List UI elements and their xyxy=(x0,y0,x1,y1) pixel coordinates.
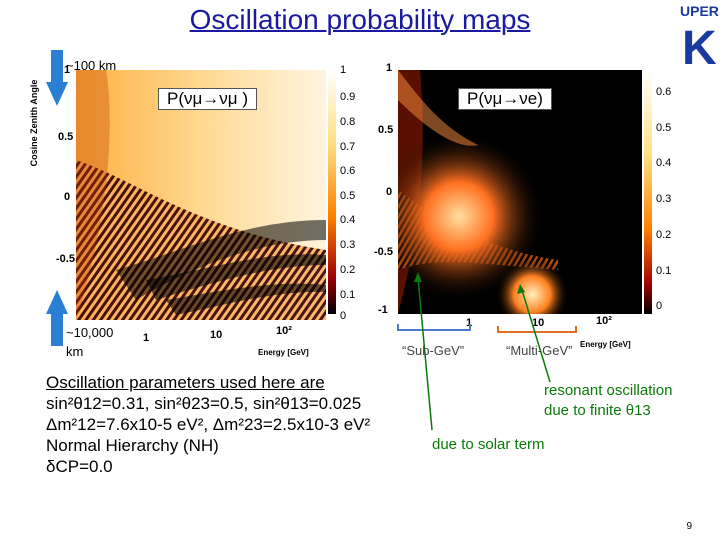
right-x-tick: 10² xyxy=(596,315,612,327)
left-cb-tick: 1 xyxy=(340,64,347,76)
parameters-line-3: Normal Hierarchy (NH) xyxy=(46,436,219,455)
sub-gev-label: “Sub-GeV” xyxy=(402,343,465,358)
parameters-block: Oscillation parameters used here are sin… xyxy=(46,372,370,477)
parameters-line-1: sin²θ12=0.31, sin²θ23=0.5, sin²θ13=0.025 xyxy=(46,394,362,413)
distance-bottom-label-2: km xyxy=(66,344,84,359)
left-y-tick: 0.5 xyxy=(58,131,74,143)
right-map-label: P(νμ→νe) xyxy=(458,88,552,110)
right-x-tick: 10 xyxy=(532,317,545,329)
right-cb-tick: 0 xyxy=(656,300,663,312)
left-x-tick: 1 xyxy=(143,332,150,344)
distance-top-label: ~100 km xyxy=(66,58,117,73)
left-cb-tick: 0.6 xyxy=(340,165,356,177)
left-cb-tick: 0 xyxy=(340,310,347,322)
right-y-tick: -0.5 xyxy=(374,246,393,258)
right-y-tick: 1 xyxy=(386,62,393,74)
multi-gev-label: “Multi-GeV” xyxy=(506,343,573,358)
down-arrow-icon xyxy=(46,50,68,106)
left-colorbar xyxy=(328,70,336,314)
up-arrow-icon xyxy=(46,290,68,346)
left-x-tick: 10 xyxy=(210,329,223,341)
resonant-note-2: due to finite θ13 xyxy=(544,402,651,419)
left-y-tick: 0 xyxy=(64,191,71,203)
right-cb-tick: 0.4 xyxy=(656,157,672,169)
left-cb-tick: 0.5 xyxy=(340,190,356,202)
left-cb-tick: 0.1 xyxy=(340,289,356,301)
solar-note: due to solar term xyxy=(432,436,545,453)
left-cb-tick: 0.9 xyxy=(340,91,356,103)
svg-text:UPER: UPER xyxy=(680,3,719,19)
right-cb-tick: 0.5 xyxy=(656,122,672,134)
left-map-label: P(νμ→νμ ) xyxy=(158,88,257,110)
parameters-line-2: Δm²12=7.6x10-5 eV², Δm²23=2.5x10-3 eV² xyxy=(46,415,371,434)
right-cb-tick: 0.6 xyxy=(656,86,672,98)
right-y-tick: -1 xyxy=(378,304,388,316)
parameters-line-4: δCP=0.0 xyxy=(46,457,113,476)
page-number: 9 xyxy=(686,521,692,532)
right-cb-tick: 0.1 xyxy=(656,265,672,277)
left-x-tick: 10² xyxy=(276,325,292,337)
right-probability-map xyxy=(398,70,642,314)
left-x-axis-label: Energy [GeV] xyxy=(258,348,309,357)
svg-text:K: K xyxy=(682,22,717,70)
right-cb-tick: 0.3 xyxy=(656,193,672,205)
resonant-note-1: resonant oscillation xyxy=(544,382,673,399)
parameters-heading: Oscillation parameters used here are xyxy=(46,373,325,392)
left-cb-tick: 0.4 xyxy=(340,214,356,226)
distance-bottom-label-1: ~10,000 xyxy=(66,325,114,340)
annotation-arrows xyxy=(397,272,577,431)
left-probability-map xyxy=(76,70,326,320)
left-cb-tick: 0.8 xyxy=(340,116,356,128)
right-y-tick: 0 xyxy=(386,186,393,198)
left-cb-tick: 0.3 xyxy=(340,239,356,251)
right-x-tick: 1 xyxy=(466,317,473,329)
left-cb-tick: 0.2 xyxy=(340,264,356,276)
y-axis-label: Cosine Zenith Angle xyxy=(29,79,39,167)
left-cb-tick: 0.7 xyxy=(340,141,356,153)
right-colorbar xyxy=(644,70,652,314)
right-y-tick: 0.5 xyxy=(378,124,394,136)
page-title: Oscillation probability maps xyxy=(189,4,531,35)
right-cb-tick: 0.2 xyxy=(656,229,672,241)
left-y-tick: 1 xyxy=(64,64,71,76)
right-x-axis-label: Energy [GeV] xyxy=(580,340,631,349)
super-k-logo: UPER K xyxy=(680,3,719,70)
left-y-tick: -0.5 xyxy=(56,253,75,265)
